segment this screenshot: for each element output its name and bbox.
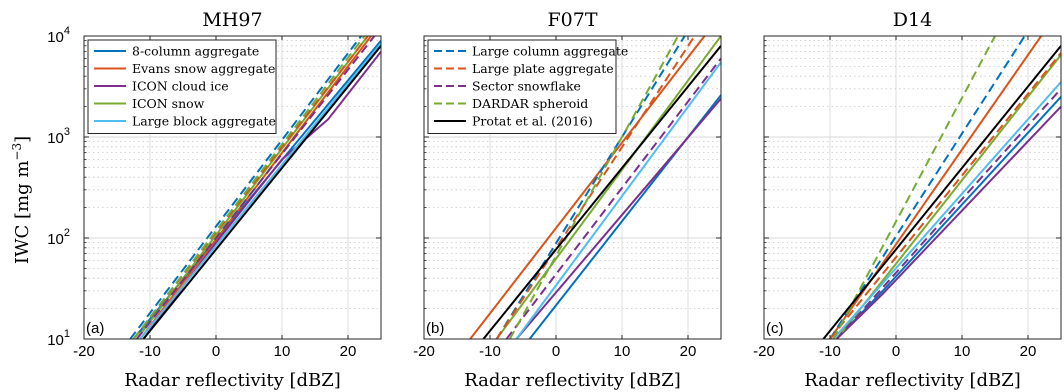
series-line <box>505 57 721 339</box>
series-line <box>139 42 381 339</box>
series-group <box>129 36 381 339</box>
y-tick-label: 101 <box>47 328 70 349</box>
axes-frame <box>423 35 722 340</box>
y-tick-exp: 3 <box>64 126 70 138</box>
y-tick-label: 102 <box>47 227 70 248</box>
series-line <box>132 36 366 339</box>
legend: 8-column aggregate Evans snow aggregate IC… <box>87 39 277 134</box>
legend: Large column aggregate Large plate aggreg… <box>427 39 628 134</box>
axes-frame <box>83 35 382 340</box>
legend-label: ICON snow <box>132 96 205 111</box>
x-tick-label: -10 <box>819 343 841 360</box>
series-line <box>835 88 1061 339</box>
x-tick-label: 10 <box>274 343 291 360</box>
legend-label: Large plate aggregate <box>472 61 614 76</box>
series-group <box>469 36 721 339</box>
y-tick-base: 10 <box>47 231 64 248</box>
legend-label: Protat et al. (2016) <box>472 114 593 129</box>
x-tick-label: -10 <box>479 343 501 360</box>
x-tick-label: -20 <box>753 343 775 360</box>
y-tick-label: 104 <box>47 25 70 46</box>
x-axis-label: Radar reflectivity [dBZ] <box>124 370 341 391</box>
x-tick-label: -20 <box>73 343 95 360</box>
x-tick-label: 10 <box>614 343 631 360</box>
y-tick-exp: 4 <box>64 25 70 37</box>
legend-label: 8-column aggregate <box>132 44 259 59</box>
series-line <box>832 81 1061 339</box>
x-tick-label: 0 <box>212 343 220 360</box>
series-line <box>136 36 376 339</box>
y-tick-base: 10 <box>47 332 64 349</box>
series-line <box>829 36 1026 339</box>
x-tick-label: -20 <box>413 343 435 360</box>
x-tick-label: -10 <box>139 343 161 360</box>
series-line <box>482 45 721 339</box>
x-axis-label: Radar reflectivity [dBZ] <box>804 370 1021 391</box>
y-tick-exp: 2 <box>64 227 70 239</box>
series-group <box>822 36 1061 339</box>
panel-f07t: -20 -10 0 10 20 F07T Radar reflectivity [dBZ] (… <box>413 9 722 391</box>
y-axis-label: IWC [mg m−3] <box>10 136 33 264</box>
y-tick-base: 10 <box>47 130 64 147</box>
x-tick-label: 0 <box>892 343 900 360</box>
series-line <box>822 45 1061 339</box>
y-tick-base: 10 <box>47 29 64 46</box>
x-tick-label: 20 <box>1020 343 1037 360</box>
legend-label: Sector snowflake <box>472 79 581 94</box>
series-line <box>829 36 1043 339</box>
panel-title: MH97 <box>202 9 262 31</box>
series-line <box>142 45 381 339</box>
legend-label: Large column aggregate <box>472 44 628 59</box>
series-line <box>832 36 996 339</box>
series-line <box>508 36 679 339</box>
series-line <box>495 36 721 339</box>
series-line <box>495 36 686 339</box>
x-tick-label: 20 <box>680 343 697 360</box>
x-tick-label: 20 <box>340 343 357 360</box>
series-line <box>835 105 1061 339</box>
x-tick-label: 0 <box>552 343 560 360</box>
axes-frame <box>763 35 1062 340</box>
y-axis-label-text: IWC [mg m−3] <box>10 136 33 264</box>
panel-label: (a) <box>86 320 104 337</box>
legend-label: Evans snow aggregate <box>132 61 275 76</box>
panel-title: F07T <box>547 9 597 31</box>
series-line <box>139 36 372 339</box>
series-line <box>515 97 721 339</box>
panel-label: (b) <box>426 320 444 337</box>
series-line <box>829 52 1061 339</box>
panel-title: D14 <box>893 9 932 31</box>
legend-label: ICON cloud ice <box>132 79 229 94</box>
x-tick-label: 10 <box>954 343 971 360</box>
y-axis-label-main: IWC [mg m <box>12 161 33 265</box>
y-axis-label-sup: −3 <box>10 143 24 161</box>
series-line <box>469 36 706 339</box>
series-line <box>495 36 696 339</box>
y-tick-label: 103 <box>47 126 70 147</box>
grid <box>763 35 1061 340</box>
legend-label: Large block aggregate <box>132 114 276 129</box>
panel-d14: -20 -10 0 10 20 D14 Radar reflectivity [dBZ] (c… <box>753 9 1062 391</box>
series-line <box>129 36 362 339</box>
y-axis-label-end: ] <box>12 136 33 143</box>
y-tick-exp: 1 <box>64 328 70 340</box>
legend-label: DARDAR spheroid <box>472 96 588 111</box>
panel-label: (c) <box>766 320 784 337</box>
series-line <box>515 61 721 339</box>
x-axis-label: Radar reflectivity [dBZ] <box>464 370 681 391</box>
